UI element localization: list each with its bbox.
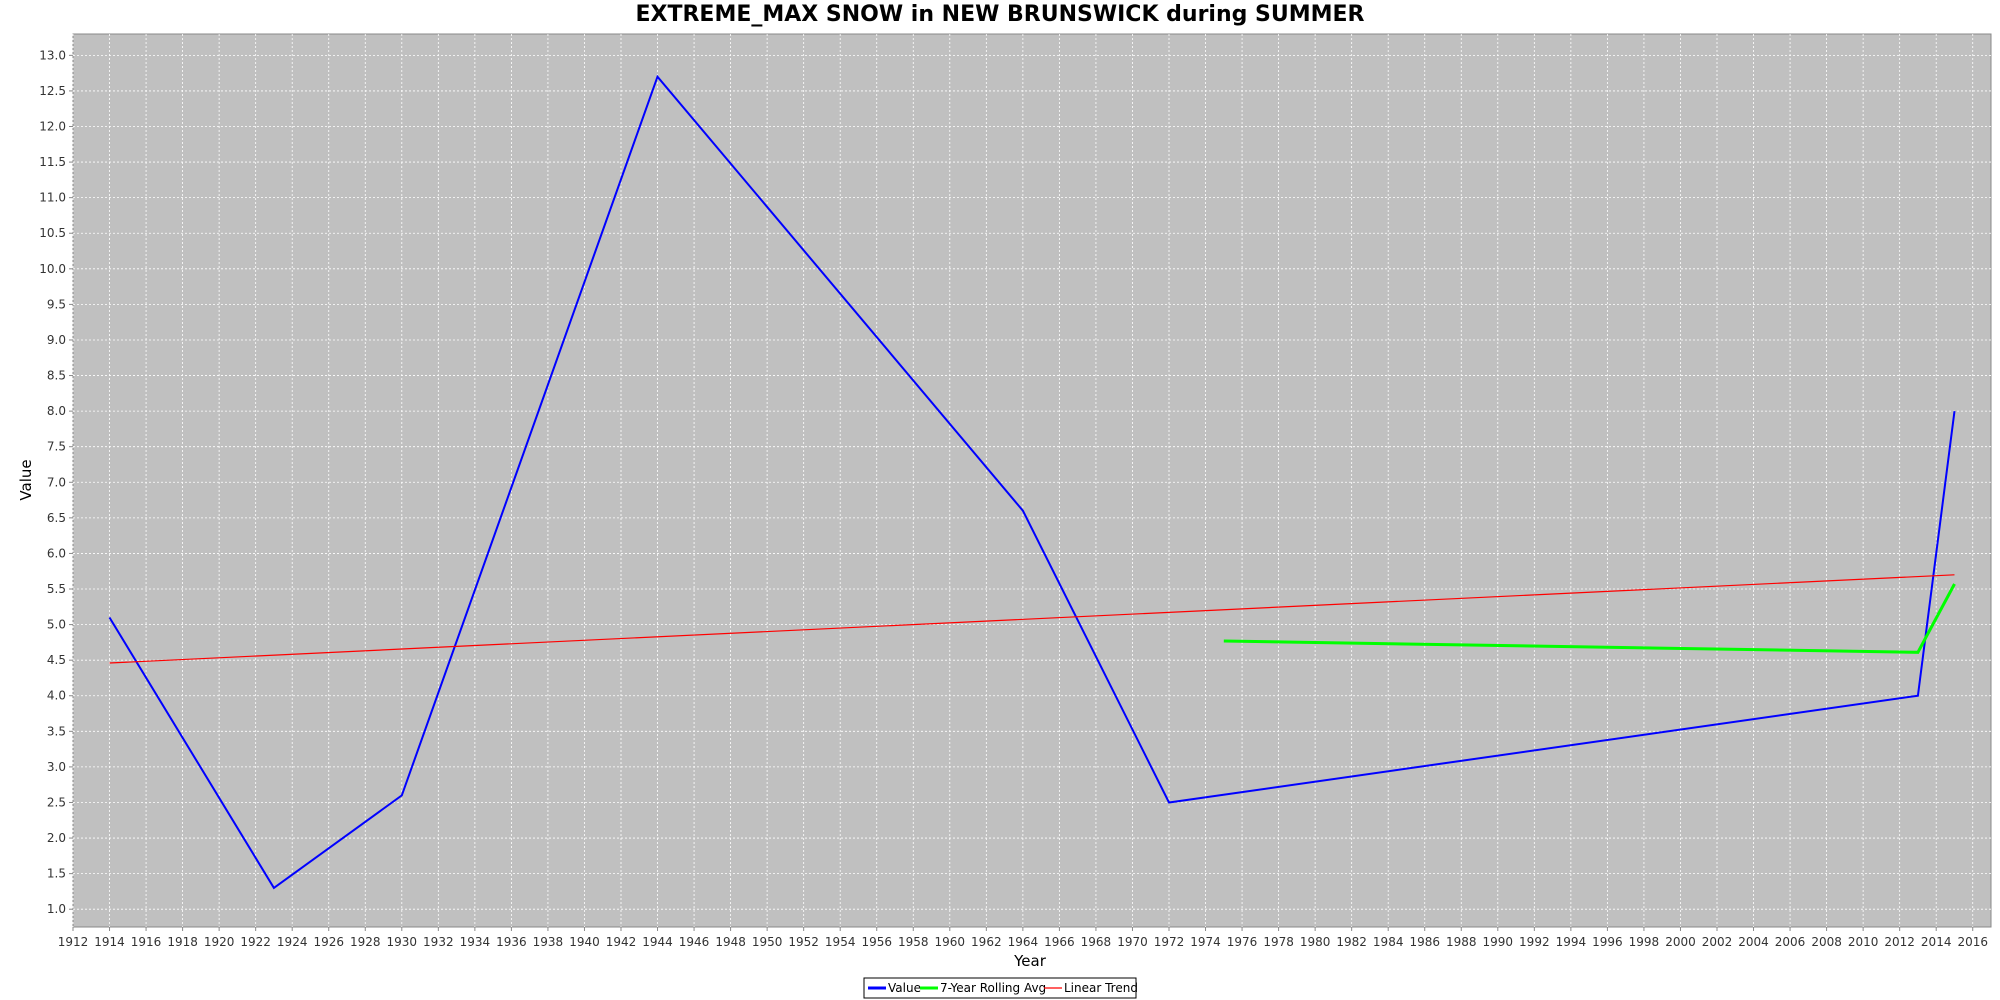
- x-tick-label: 1918: [167, 935, 198, 949]
- x-tick-label: 2010: [1848, 935, 1879, 949]
- x-tick-label: 1982: [1336, 935, 1367, 949]
- x-tick-label: 1932: [423, 935, 454, 949]
- plot-area: [72, 33, 1992, 928]
- y-tick-label: 1.5: [47, 867, 66, 881]
- x-tick-label: 1970: [1117, 935, 1148, 949]
- y-tick-label: 13.0: [39, 48, 66, 62]
- x-tick-label: 1942: [606, 935, 637, 949]
- y-tick-label: 10.0: [39, 262, 66, 276]
- x-tick-label: 1950: [752, 935, 783, 949]
- x-tick-label: 2000: [1665, 935, 1696, 949]
- y-tick-label: 7.0: [47, 475, 66, 489]
- x-tick-label: 1962: [971, 935, 1002, 949]
- x-tick-label: 2006: [1775, 935, 1806, 949]
- x-tick-label: 1940: [569, 935, 600, 949]
- x-tick-label: 2004: [1738, 935, 1769, 949]
- x-tick-label: 1974: [1190, 935, 1221, 949]
- legend-label: 7-Year Rolling Avg: [940, 981, 1046, 995]
- x-tick-label: 1960: [935, 935, 966, 949]
- x-tick-label: 1930: [387, 935, 418, 949]
- y-tick-label: 8.0: [47, 404, 66, 418]
- x-tick-label: 1912: [58, 935, 89, 949]
- x-tick-label: 1978: [1263, 935, 1294, 949]
- x-tick-label: 1934: [460, 935, 491, 949]
- y-tick-label: 2.5: [47, 795, 66, 809]
- legend-label: Linear Trend: [1064, 981, 1138, 995]
- x-tick-label: 1916: [131, 935, 162, 949]
- legend: Value 7-Year Rolling Avg Linear Trend: [863, 977, 1138, 999]
- x-tick-label: 1988: [1446, 935, 1477, 949]
- y-tick-label: 11.5: [39, 155, 66, 169]
- y-axis-label: Value: [17, 459, 35, 500]
- series-line-value: [108, 74, 1956, 890]
- y-tick-label: 12.0: [39, 120, 66, 134]
- x-tick-label: 1986: [1409, 935, 1440, 949]
- x-tick-label: 2002: [1702, 935, 1733, 949]
- x-tick-label: 1958: [898, 935, 929, 949]
- x-tick-label: 1990: [1483, 935, 1514, 949]
- y-tick-label: 6.0: [47, 546, 66, 560]
- y-tick-label: 3.5: [47, 724, 66, 738]
- y-tick-label: 8.5: [47, 369, 66, 383]
- x-tick-label: 2012: [1884, 935, 1915, 949]
- y-tick-label: 6.5: [47, 511, 66, 525]
- x-tick-label: 1914: [94, 935, 125, 949]
- x-tick-label: 1994: [1556, 935, 1587, 949]
- y-tick-label: 5.0: [47, 618, 66, 632]
- chart-title: EXTREME_MAX SNOW in NEW BRUNSWICK during…: [635, 2, 1364, 27]
- grid-lines: [72, 34, 1991, 927]
- x-tick-label: 1944: [642, 935, 673, 949]
- x-tick-label: 1996: [1592, 935, 1623, 949]
- x-tick-label: 1928: [350, 935, 381, 949]
- y-tick-label: 10.5: [39, 226, 66, 240]
- x-tick-label: 1946: [679, 935, 710, 949]
- x-tick-label: 1968: [1081, 935, 1112, 949]
- x-tick-label: 1966: [1044, 935, 1075, 949]
- series-line-7-year-rolling-avg: [1223, 583, 1956, 654]
- x-axis-label: Year: [1013, 952, 1047, 970]
- x-tick-label: 1938: [533, 935, 564, 949]
- x-tick-label: 1964: [1008, 935, 1039, 949]
- x-tick-label: 1976: [1227, 935, 1258, 949]
- x-tick-label: 1980: [1300, 935, 1331, 949]
- x-tick-label: 1922: [240, 935, 271, 949]
- legend-label: Value: [888, 981, 921, 995]
- y-tick-label: 4.0: [47, 689, 66, 703]
- y-tick-label: 11.0: [39, 191, 66, 205]
- x-tick-label: 1956: [861, 935, 892, 949]
- x-tick-label: 1998: [1629, 935, 1660, 949]
- y-tick-label: 1.0: [47, 902, 66, 916]
- x-tick-label: 1992: [1519, 935, 1550, 949]
- series-line-linear-trend: [109, 574, 1955, 664]
- y-tick-label: 5.5: [47, 582, 66, 596]
- x-tick-label: 1936: [496, 935, 527, 949]
- x-tick-label: 1954: [825, 935, 856, 949]
- y-tick-label: 12.5: [39, 84, 66, 98]
- x-tick-label: 2014: [1921, 935, 1952, 949]
- x-tick-label: 1926: [313, 935, 344, 949]
- x-tick-label: 1984: [1373, 935, 1404, 949]
- x-tick-label: 1952: [788, 935, 819, 949]
- legend-box: [863, 977, 1137, 999]
- x-tick-label: 1972: [1154, 935, 1185, 949]
- x-tick-label: 1924: [277, 935, 308, 949]
- y-tick-label: 2.0: [47, 831, 66, 845]
- x-tick-label: 2016: [1957, 935, 1988, 949]
- y-tick-label: 4.5: [47, 653, 66, 667]
- x-tick-label: 2008: [1811, 935, 1842, 949]
- y-tick-label: 9.0: [47, 333, 66, 347]
- x-tick-label: 1920: [204, 935, 235, 949]
- axes: 1912 1914 1916 1918 1920 1922 1924 1926 1928 1930…: [39, 48, 1988, 949]
- series-lines: [108, 74, 1956, 890]
- y-tick-label: 7.5: [47, 440, 66, 454]
- x-tick-label: 1948: [715, 935, 746, 949]
- y-tick-label: 3.0: [47, 760, 66, 774]
- y-tick-label: 9.5: [47, 297, 66, 311]
